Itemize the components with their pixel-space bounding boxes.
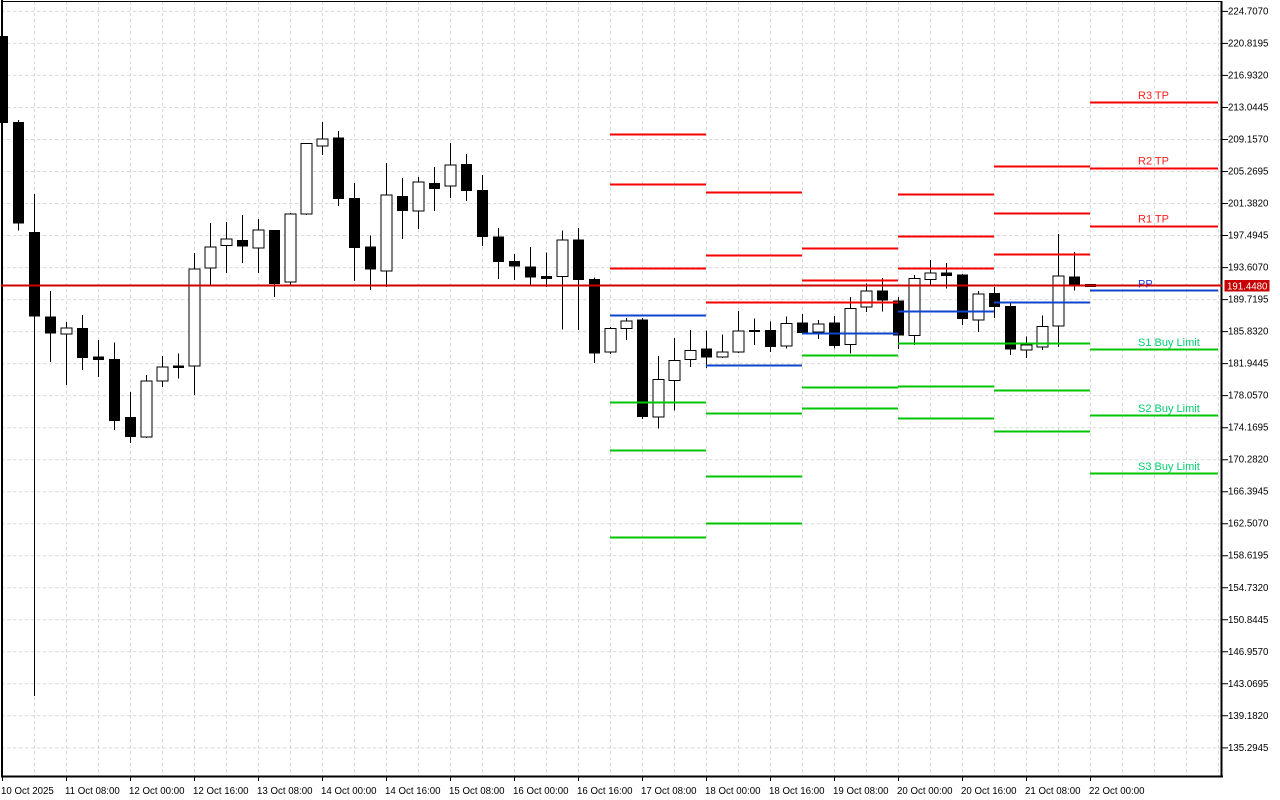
svg-text:10 Oct 2025: 10 Oct 2025: [1, 786, 54, 797]
svg-text:162.5070: 162.5070: [1228, 519, 1269, 530]
svg-text:150.8445: 150.8445: [1228, 615, 1268, 626]
svg-text:S3 Buy Limit: S3 Buy Limit: [1138, 461, 1200, 473]
svg-text:201.3820: 201.3820: [1228, 199, 1269, 210]
svg-text:15 Oct 08:00: 15 Oct 08:00: [449, 786, 505, 797]
svg-text:20 Oct 16:00: 20 Oct 16:00: [961, 786, 1017, 797]
svg-text:216.9320: 216.9320: [1228, 70, 1269, 81]
svg-text:12 Oct 00:00: 12 Oct 00:00: [129, 786, 185, 797]
svg-text:R1 TP: R1 TP: [1138, 214, 1169, 226]
svg-text:170.2820: 170.2820: [1228, 455, 1269, 466]
svg-text:11 Oct 08:00: 11 Oct 08:00: [65, 786, 120, 797]
svg-text:18 Oct 16:00: 18 Oct 16:00: [769, 786, 825, 797]
svg-text:R2 TP: R2 TP: [1138, 156, 1169, 168]
svg-text:193.6070: 193.6070: [1228, 263, 1269, 274]
svg-text:S1 Buy Limit: S1 Buy Limit: [1138, 337, 1200, 349]
svg-text:18 Oct 00:00: 18 Oct 00:00: [705, 786, 761, 797]
svg-text:154.7320: 154.7320: [1228, 583, 1269, 594]
svg-text:191.4480: 191.4480: [1227, 282, 1268, 293]
svg-text:209.1570: 209.1570: [1228, 135, 1269, 146]
svg-text:13 Oct 08:00: 13 Oct 08:00: [257, 786, 313, 797]
svg-text:224.7070: 224.7070: [1228, 6, 1269, 17]
svg-text:22 Oct 00:00: 22 Oct 00:00: [1089, 786, 1145, 797]
svg-text:189.7195: 189.7195: [1228, 295, 1268, 306]
svg-text:20 Oct 00:00: 20 Oct 00:00: [897, 786, 953, 797]
svg-text:135.2945: 135.2945: [1228, 743, 1268, 754]
svg-text:197.4945: 197.4945: [1228, 231, 1268, 242]
svg-text:14 Oct 16:00: 14 Oct 16:00: [385, 786, 441, 797]
svg-text:213.0445: 213.0445: [1228, 103, 1268, 114]
svg-text:143.0695: 143.0695: [1228, 679, 1268, 690]
svg-text:16 Oct 00:00: 16 Oct 00:00: [513, 786, 569, 797]
svg-text:S2 Buy Limit: S2 Buy Limit: [1138, 403, 1200, 415]
svg-text:17 Oct 08:00: 17 Oct 08:00: [641, 786, 697, 797]
svg-text:139.1820: 139.1820: [1228, 711, 1269, 722]
svg-text:158.6195: 158.6195: [1228, 551, 1268, 562]
svg-text:146.9570: 146.9570: [1228, 647, 1269, 658]
svg-text:185.8320: 185.8320: [1228, 327, 1269, 338]
svg-text:14 Oct 00:00: 14 Oct 00:00: [321, 786, 377, 797]
svg-text:16 Oct 16:00: 16 Oct 16:00: [577, 786, 633, 797]
svg-text:12 Oct 16:00: 12 Oct 16:00: [193, 786, 249, 797]
svg-text:178.0570: 178.0570: [1228, 391, 1269, 402]
svg-text:21 Oct 08:00: 21 Oct 08:00: [1025, 786, 1081, 797]
svg-text:220.8195: 220.8195: [1228, 38, 1268, 49]
svg-text:19 Oct 08:00: 19 Oct 08:00: [833, 786, 889, 797]
svg-text:166.3945: 166.3945: [1228, 487, 1268, 498]
svg-text:205.2695: 205.2695: [1228, 167, 1268, 178]
svg-text:174.1695: 174.1695: [1228, 423, 1268, 434]
svg-text:R3 TP: R3 TP: [1138, 90, 1169, 102]
svg-text:181.9445: 181.9445: [1228, 359, 1268, 370]
